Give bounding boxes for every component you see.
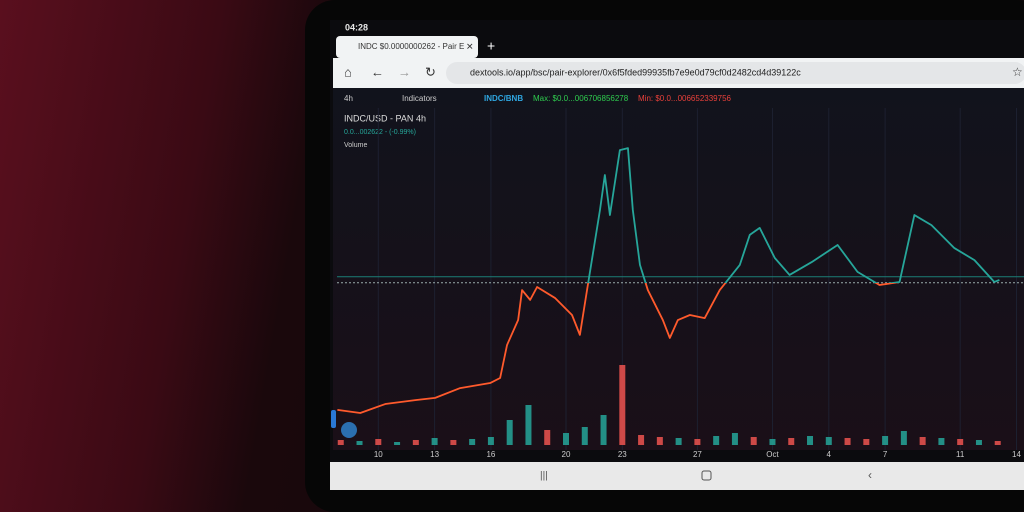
volume-bar (769, 439, 776, 445)
volume-bar (694, 439, 701, 445)
min-price: Min: $0.0...006652339756 (638, 94, 732, 103)
scroll-handle[interactable] (331, 410, 336, 428)
nav-back[interactable]: ‹ (868, 468, 872, 482)
pair: INDC/BNB (484, 94, 523, 103)
x-tick-label: 13 (430, 450, 439, 459)
volume-bar (713, 436, 720, 445)
volume-bar (994, 441, 1001, 445)
volume-bar (731, 433, 738, 445)
nav-bar (330, 462, 1024, 490)
volume-bar (844, 438, 851, 445)
volume-bar (638, 435, 645, 445)
nav-home[interactable] (701, 470, 712, 481)
x-tick-label: Oct (766, 450, 779, 459)
volume-bar (788, 438, 795, 445)
volume-bar (825, 437, 832, 445)
x-tick-label: 11 (956, 450, 965, 459)
cloud-button[interactable] (341, 422, 357, 438)
volume-bar (675, 438, 682, 445)
x-tick-label: 4 (827, 450, 832, 459)
volume-bar (619, 365, 626, 445)
volume-bar (412, 440, 419, 445)
interval-button[interactable]: 4h (344, 94, 353, 103)
x-tick-label: 7 (883, 450, 888, 459)
volume-bar (750, 437, 757, 445)
max-price: Max: $0.0...006706856278 (533, 94, 629, 103)
forward-button[interactable]: → (398, 64, 411, 79)
volume-bar (469, 439, 476, 445)
volume-bar (544, 430, 551, 445)
indicators-button[interactable]: Indicators (402, 94, 437, 103)
volume-bar (394, 442, 401, 445)
reload-button[interactable]: ↻ (425, 64, 436, 79)
nav-recent[interactable]: ||| (540, 471, 548, 482)
volume-bar (581, 427, 588, 445)
volume-bar (975, 440, 982, 445)
volume-label: Volume (344, 142, 367, 149)
bookmark-star[interactable]: ☆ (1012, 65, 1023, 79)
x-tick-label: 16 (486, 450, 495, 459)
volume-bar (563, 433, 569, 445)
volume-bar (600, 415, 607, 445)
tab-close[interactable]: ✕ (466, 41, 474, 51)
url: dextools.io/app/bsc/pair-explorer/0x6f5f… (470, 67, 801, 77)
volume-bar (506, 420, 513, 445)
x-tick-label: 23 (618, 450, 627, 459)
status-time: 04:28 (345, 22, 368, 32)
volume-bar (863, 439, 870, 445)
volume-bar (525, 405, 532, 445)
chart-subtitle: 0.0...002622 - (-0.99%) (344, 129, 416, 136)
back-button[interactable]: ← (371, 64, 384, 79)
volume-bar (356, 441, 363, 445)
volume-bar (656, 437, 663, 445)
volume-bar (882, 436, 889, 445)
price-series (337, 147, 1000, 414)
volume-bar (375, 439, 382, 445)
tab[interactable] (336, 36, 478, 58)
url-field[interactable] (446, 62, 1024, 84)
chart-area (333, 88, 1024, 450)
volume-bar (919, 437, 926, 445)
volume-bar (807, 436, 814, 445)
plot: 10 13 16 20 23 27 Oct 4 7 11 14 (337, 108, 1024, 459)
tab-title: INDC $0.0000000262 - Pair E (358, 42, 464, 51)
volume-bar (450, 440, 457, 445)
x-tick-label: 20 (562, 450, 571, 459)
volume-bar (938, 438, 945, 445)
x-tick-label: 27 (693, 450, 702, 459)
volume-bar (487, 437, 494, 445)
volume-bar (431, 438, 438, 445)
home-button[interactable]: ⌂ (344, 64, 352, 79)
x-tick-label: 14 (1012, 450, 1021, 459)
new-tab[interactable]: + (487, 38, 495, 54)
chart-interval: 4h (416, 113, 426, 123)
x-tick-label: 10 (374, 450, 383, 459)
volume-bar (900, 431, 907, 445)
volume-bar (337, 440, 344, 445)
volume-bar (957, 439, 964, 445)
